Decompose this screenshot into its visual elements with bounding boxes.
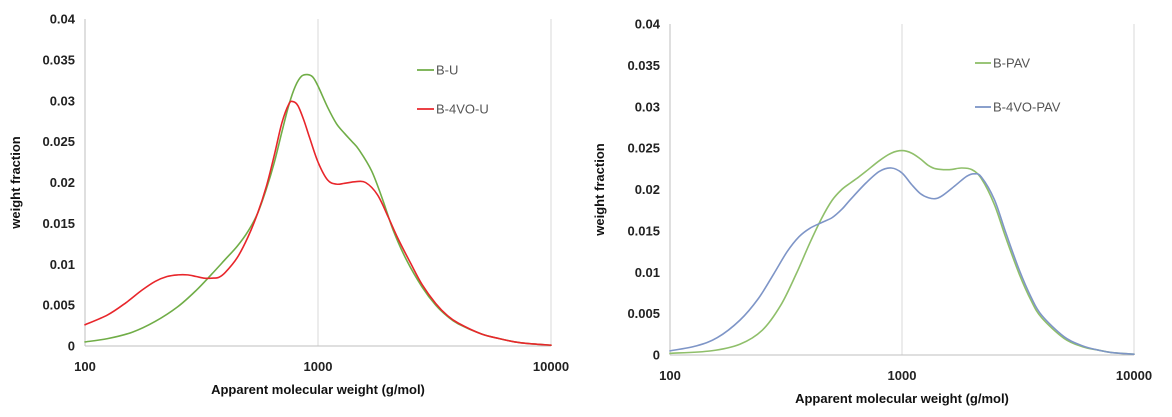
right-chart-y-axis-title: weight fraction — [592, 143, 607, 237]
left-chart-x-tick-label: 100 — [74, 359, 96, 374]
right-chart-y-tick-label: 0.005 — [627, 306, 660, 321]
right-chart-y-tick-label: 0.02 — [635, 182, 660, 197]
left-chart-y-tick-label: 0.035 — [42, 52, 75, 67]
right-chart-y-tick-label: 0.03 — [635, 99, 660, 114]
right-chart-legend-label-b-pav: B-PAV — [993, 56, 1030, 71]
left-chart-y-tick-label: 0.005 — [42, 298, 75, 313]
left-chart-y-tick-label: 0 — [68, 339, 75, 354]
right-chart-x-tick-label: 1000 — [888, 368, 917, 383]
left-chart-y-tick-label: 0.04 — [50, 12, 76, 27]
right-chart-y-tick-label: 0 — [653, 348, 660, 363]
left-chart-y-tick-label: 0.015 — [42, 216, 75, 231]
right-chart-y-tick-label: 0.01 — [635, 265, 660, 280]
right-chart-series-b-pav-line — [669, 149, 1135, 355]
left-chart-y-tick-label: 0.025 — [42, 134, 75, 149]
right-chart-x-axis-title: Apparent molecular weight (g/mol) — [795, 391, 1009, 406]
left-chart-y-tick-label: 0.01 — [50, 257, 75, 272]
left-chart-x-tick-label: 10000 — [533, 359, 569, 374]
right-chart-x-tick-label: 10000 — [1116, 368, 1152, 383]
left-chart-x-axis-title: Apparent molecular weight (g/mol) — [211, 382, 425, 397]
right-chart-y-tick-label: 0.015 — [627, 223, 660, 238]
left-chart-legend-label-b-4vo-u: B-4VO-U — [436, 102, 489, 117]
left-chart-x-tick-label: 1000 — [304, 359, 333, 374]
right-chart-legend-label-b-4vo-pav: B-4VO-PAV — [993, 100, 1061, 115]
right-chart-y-tick-label: 0.025 — [627, 141, 660, 156]
left-chart-y-tick-label: 0.02 — [50, 175, 75, 190]
left-chart-y-tick-label: 0.03 — [50, 93, 75, 108]
left-chart-y-axis-title: weight fraction — [8, 136, 23, 230]
left-chart-series-b-4vo-u-line — [84, 100, 552, 346]
right-chart-x-tick-label: 100 — [659, 368, 681, 383]
right-chart-y-tick-label: 0.04 — [635, 17, 661, 32]
right-chart-y-tick-label: 0.035 — [627, 58, 660, 73]
left-chart-legend-label-b-u: B-U — [436, 63, 458, 78]
right-chart-series-b-4vo-pav-line — [669, 167, 1135, 355]
